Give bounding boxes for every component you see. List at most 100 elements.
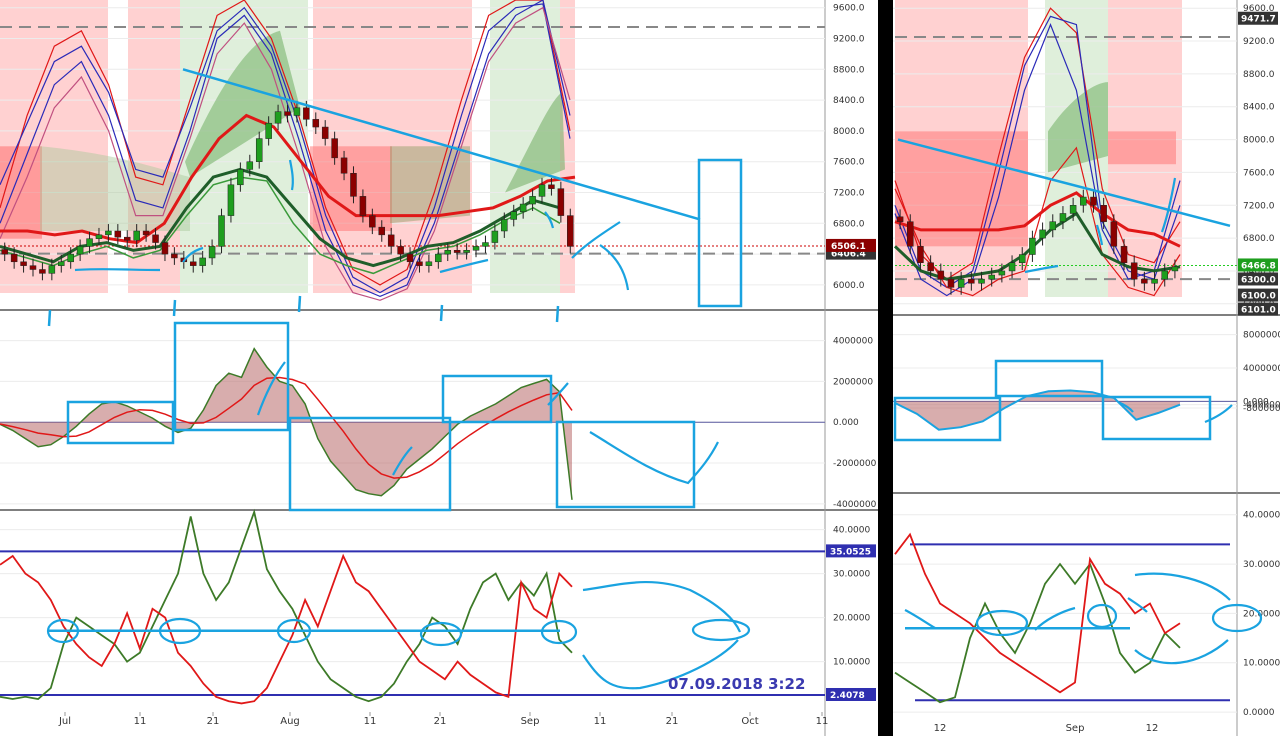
candle-bear	[10, 253, 18, 263]
candle-bear	[907, 221, 914, 247]
arrow-annotation	[1034, 606, 1076, 631]
level-tag-label: 35.0525	[830, 547, 871, 557]
candle-bull	[76, 246, 84, 255]
y-tick-label: 10.0000	[1243, 659, 1280, 669]
phase-box-annotation	[66, 400, 175, 445]
y-tick-label: 7600.0	[1243, 168, 1275, 178]
candle-bull	[95, 234, 103, 239]
ichimoku-cloud-red	[1108, 131, 1176, 165]
x-axis-label: 21	[207, 716, 220, 727]
trendline-annotation	[182, 68, 701, 221]
y-tick-label: 40.0000	[1243, 511, 1280, 521]
candle-bear	[39, 269, 46, 274]
y-tick-label: 30.0000	[1243, 560, 1280, 570]
candle-bull	[199, 257, 206, 266]
y-tick-label: 9200.0	[1243, 37, 1275, 47]
candle-bull	[1171, 266, 1179, 272]
y-tick-label: 20.0000	[833, 614, 870, 624]
x-axis-label: 11	[816, 716, 829, 727]
y-tick-label: 40.0000	[833, 526, 870, 536]
candle-bear	[406, 253, 414, 263]
left-chart-background	[0, 0, 878, 736]
x-axis-label: 11	[364, 716, 377, 727]
arrow-annotation	[1117, 400, 1233, 424]
x-axis-label: 12	[934, 723, 947, 734]
candle-bull	[538, 184, 546, 197]
crossover-circle-annotation	[1086, 603, 1118, 629]
y-tick-label: 20.0000	[1243, 609, 1280, 619]
candle-bull	[1018, 254, 1026, 263]
x-axis-label: 21	[666, 716, 679, 727]
chart-separator	[878, 0, 893, 736]
tick-marker-annotation	[555, 305, 560, 323]
candle-bull	[957, 278, 965, 288]
candle-bull	[293, 107, 301, 116]
candle-bear	[927, 262, 934, 272]
crossover-circle-annotation	[691, 618, 751, 642]
candle-bull	[255, 138, 263, 162]
y-tick-label: 9600.0	[1243, 4, 1275, 14]
candle-bull	[48, 265, 56, 274]
crossover-circle-annotation	[1211, 603, 1263, 633]
candle-bull	[988, 274, 995, 280]
price-tag-bg	[1238, 272, 1278, 286]
x-axis-label: 11	[134, 716, 147, 727]
trendline-annotation	[897, 138, 1231, 227]
candle-bull	[472, 246, 480, 251]
price-tag: 6506.1	[826, 238, 876, 252]
phase-box-annotation	[173, 321, 290, 432]
macd-histogram-area	[895, 390, 1180, 430]
candle-bear	[20, 261, 27, 266]
y-tick-label: 6000.0	[833, 281, 865, 291]
tick-marker-annotation	[47, 309, 52, 327]
candle-bear	[557, 188, 565, 216]
candle-bear	[947, 278, 955, 288]
x-axis-label: Sep	[1066, 723, 1085, 734]
candle-bear	[937, 270, 945, 280]
candle-bear	[350, 173, 357, 197]
candle-bear	[968, 278, 975, 284]
candle-bull	[274, 111, 282, 124]
y-tick-label: -400000	[1243, 401, 1280, 411]
candle-bull	[425, 261, 433, 266]
candle-bull	[435, 253, 442, 263]
left-candles	[1, 100, 574, 281]
y-tick-label: 9600.0	[833, 4, 865, 14]
price-tag-bg	[1238, 11, 1278, 25]
ema-line-blue	[0, 3, 571, 294]
tick-marker-annotation	[297, 295, 302, 313]
candle-bull	[246, 161, 254, 170]
arrow-annotation	[1024, 264, 1059, 274]
y-tick-label: 0.000	[1243, 397, 1269, 407]
candle-bull	[218, 215, 225, 247]
x-axis-label: Aug	[280, 716, 300, 727]
candle-bull	[519, 203, 527, 213]
y-tick-label: 10.0000	[833, 658, 870, 668]
right-dmi-axis: 40.0000 30.0000 20.0000 10.0000 0.0000	[893, 511, 1280, 718]
level-tag-bg	[826, 687, 876, 701]
x-axis-label: Oct	[741, 716, 758, 727]
candle-bull	[133, 230, 140, 241]
candle-bull	[978, 278, 985, 284]
crossover-circle-annotation	[419, 621, 463, 647]
arrow-annotation	[256, 361, 286, 416]
candle-bull	[58, 261, 65, 266]
price-tag-label: 9471.7	[1241, 15, 1276, 25]
y-tick-label: 0.0000	[1243, 708, 1275, 718]
ichimoku-cloud-green	[185, 30, 300, 178]
candle-bull	[510, 211, 517, 220]
arrow-annotation	[599, 244, 630, 291]
left-price-axis: 9600.0 9200.0 8800.0 8400.0 8000.0 7600.0 7200…	[0, 4, 865, 291]
price-tag: 9471.7	[1238, 11, 1278, 25]
candle-bull	[1039, 229, 1046, 239]
y-tick-label: 7200.0	[833, 189, 865, 199]
candle-bear	[416, 261, 423, 266]
macd-line	[894, 389, 1181, 431]
candle-bear	[321, 126, 329, 139]
phase-box-annotation	[555, 420, 696, 509]
level-tag-label: 2.4078	[830, 691, 865, 701]
y-tick-label: 6400.0	[1243, 267, 1275, 277]
candle-bull	[265, 122, 272, 139]
candle-bear	[114, 230, 122, 238]
